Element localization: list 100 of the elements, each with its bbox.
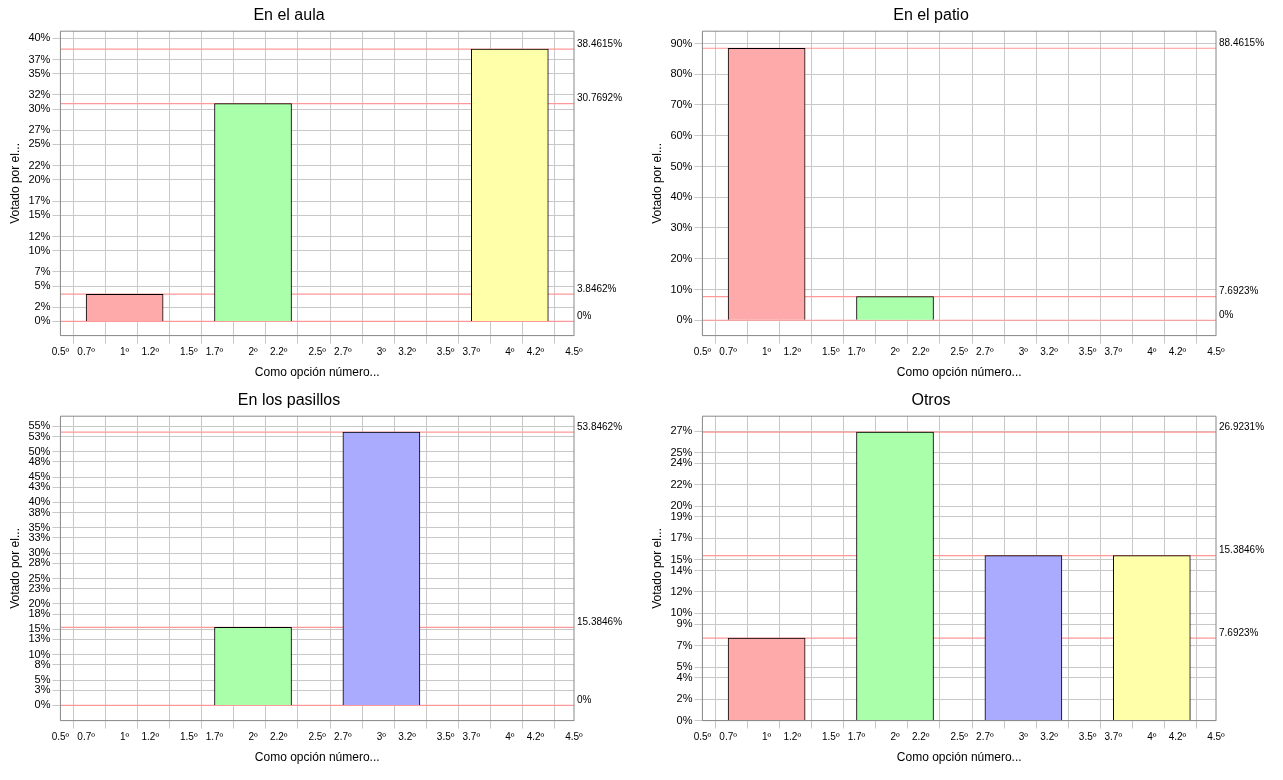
x-tick-label: 1º bbox=[120, 731, 130, 743]
x-tick-label: 2.2º bbox=[911, 346, 930, 358]
x-tick-label: 2.2º bbox=[911, 731, 930, 743]
x-tick-label: 1º bbox=[762, 731, 772, 743]
x-tick-label: 0.5º bbox=[693, 731, 712, 743]
x-tick-label: 1.2º bbox=[141, 346, 160, 358]
x-axis-title: Como opción número... bbox=[254, 365, 380, 380]
chart-title: Otros bbox=[911, 391, 951, 409]
x-tick-label: 2.2º bbox=[269, 731, 288, 743]
y-tick-label: 12% bbox=[670, 585, 693, 598]
x-tick-label: 2.5º bbox=[950, 346, 969, 358]
y-tick-label: 43% bbox=[28, 480, 51, 493]
x-tick-label: 4º bbox=[1147, 731, 1157, 743]
y-tick-label: 15% bbox=[28, 622, 51, 635]
y-tick-label: 19% bbox=[670, 509, 693, 522]
y-tick-label: 35% bbox=[28, 66, 51, 79]
y-tick-label: 17% bbox=[670, 531, 693, 544]
x-tick-label: 1º bbox=[762, 346, 772, 358]
x-tick-label: 2.7º bbox=[334, 346, 353, 358]
ref-line-label: 30.7692% bbox=[577, 92, 623, 104]
x-tick-label: 1.7º bbox=[847, 346, 866, 358]
x-tick-label: 4º bbox=[505, 731, 515, 743]
y-axis-title: Votado por el... bbox=[649, 528, 664, 609]
y-tick-label: 50% bbox=[670, 159, 693, 172]
y-tick-label: 40% bbox=[670, 190, 693, 203]
y-tick-label: 2% bbox=[676, 692, 693, 705]
x-axis-title: Como opción número... bbox=[896, 750, 1022, 765]
x-axis-title: Como opción número... bbox=[254, 750, 380, 765]
y-tick-label: 7% bbox=[34, 264, 51, 277]
y-tick-label: 20% bbox=[670, 499, 693, 512]
y-tick-label: 5% bbox=[676, 660, 693, 673]
x-tick-label: 0.5º bbox=[51, 731, 70, 743]
x-tick-label: 3º bbox=[376, 346, 387, 358]
y-tick-label: 25% bbox=[28, 571, 51, 584]
y-tick-label: 12% bbox=[28, 229, 51, 242]
y-tick-label: 4% bbox=[676, 670, 693, 683]
x-tick-label: 4.2º bbox=[1168, 346, 1187, 358]
chart-title: En el patio bbox=[893, 6, 969, 24]
x-tick-label: 3.5º bbox=[1078, 346, 1097, 358]
x-tick-label: 1.5º bbox=[180, 731, 198, 743]
x-tick-label: 3.5º bbox=[1078, 731, 1097, 743]
ref-line-label: 53.8462% bbox=[577, 420, 623, 432]
x-tick-label: 1.2º bbox=[141, 731, 160, 743]
y-tick-label: 23% bbox=[28, 581, 51, 594]
y-tick-label: 17% bbox=[28, 194, 51, 207]
ref-line-label: 15.3846% bbox=[577, 616, 623, 628]
y-tick-label: 27% bbox=[670, 424, 693, 437]
y-tick-label: 37% bbox=[28, 52, 51, 65]
x-tick-label: 1.7º bbox=[205, 346, 224, 358]
y-tick-label: 70% bbox=[670, 98, 693, 111]
x-tick-label: 1.7º bbox=[847, 731, 866, 743]
y-tick-label: 35% bbox=[28, 520, 51, 533]
x-tick-label: 4º bbox=[505, 346, 515, 358]
y-tick-label: 22% bbox=[670, 477, 693, 490]
y-tick-label: 50% bbox=[28, 444, 51, 457]
y-tick-label: 24% bbox=[670, 456, 693, 469]
x-tick-label: 3.2º bbox=[398, 346, 417, 358]
y-tick-label: 10% bbox=[670, 282, 693, 295]
x-tick-label: 2.7º bbox=[334, 731, 353, 743]
y-tick-label: 27% bbox=[28, 123, 51, 136]
y-tick-label: 48% bbox=[28, 454, 51, 467]
chart-title: En el aula bbox=[253, 6, 325, 24]
x-tick-label: 3º bbox=[1018, 346, 1029, 358]
y-tick-label: 0% bbox=[676, 713, 693, 726]
x-tick-label: 1º bbox=[120, 346, 130, 358]
x-tick-label: 1.2º bbox=[783, 731, 802, 743]
y-tick-label: 5% bbox=[34, 673, 51, 686]
y-tick-label: 3% bbox=[34, 683, 51, 696]
x-tick-label: 0.5º bbox=[51, 346, 70, 358]
x-tick-label: 3.7º bbox=[462, 346, 481, 358]
y-tick-label: 13% bbox=[28, 632, 51, 645]
y-tick-label: 25% bbox=[28, 137, 51, 150]
x-tick-label: 3º bbox=[1018, 731, 1029, 743]
x-tick-label: 3.5º bbox=[436, 346, 455, 358]
y-tick-label: 55% bbox=[28, 419, 51, 432]
x-tick-label: 0.7º bbox=[719, 346, 738, 358]
x-tick-label: 0.7º bbox=[77, 731, 96, 743]
ref-line-label: 0% bbox=[577, 310, 592, 322]
x-tick-label: 2.5º bbox=[308, 731, 327, 743]
y-tick-label: 28% bbox=[28, 556, 51, 569]
x-tick-label: 3.7º bbox=[1104, 346, 1123, 358]
x-axis-title: Como opción número... bbox=[896, 365, 1022, 380]
y-tick-label: 10% bbox=[670, 606, 693, 619]
ref-line-label: 38.4615% bbox=[577, 37, 623, 49]
x-tick-label: 2º bbox=[248, 346, 258, 358]
x-tick-label: 4.2º bbox=[526, 731, 545, 743]
ref-line-label: 0% bbox=[577, 694, 592, 706]
x-tick-label: 2º bbox=[890, 346, 900, 358]
y-tick-label: 33% bbox=[28, 530, 51, 543]
y-tick-label: 0% bbox=[34, 314, 51, 327]
y-tick-label: 25% bbox=[670, 445, 693, 458]
x-tick-label: 1.7º bbox=[205, 731, 224, 743]
y-tick-label: 9% bbox=[676, 617, 693, 630]
y-tick-label: 30% bbox=[670, 221, 693, 234]
x-tick-label: 3.2º bbox=[398, 731, 417, 743]
y-tick-label: 32% bbox=[28, 87, 51, 100]
y-tick-label: 80% bbox=[670, 67, 693, 80]
y-tick-label: 0% bbox=[34, 698, 51, 711]
ref-line-label: 26.9231% bbox=[1219, 420, 1265, 432]
y-tick-label: 40% bbox=[28, 31, 51, 44]
